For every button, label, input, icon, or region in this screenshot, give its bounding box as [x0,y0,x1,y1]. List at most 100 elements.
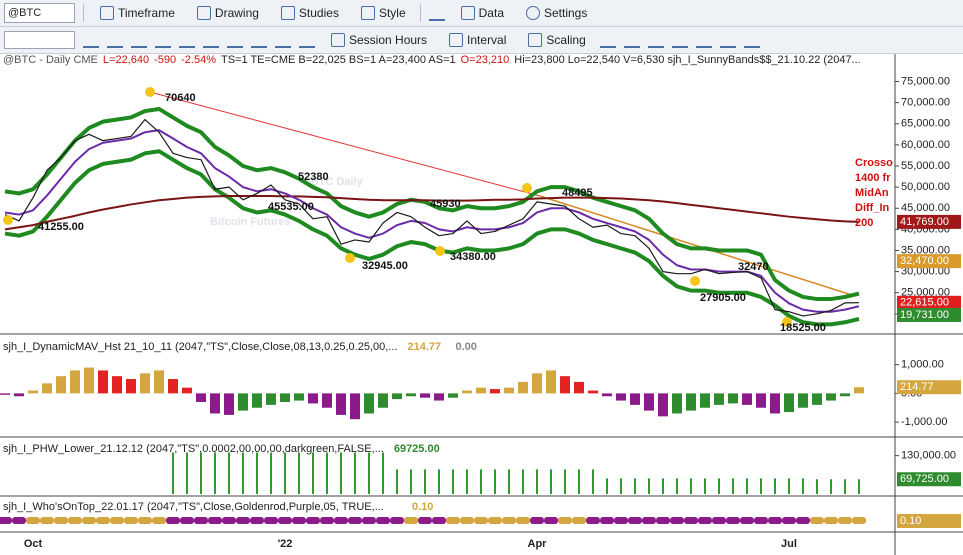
icon-button[interactable] [623,32,640,48]
ribbon-segment [852,517,866,524]
tool-button[interactable]: Interval [443,33,512,47]
histogram-bar [396,469,398,494]
menu-label: Studies [298,6,339,20]
histogram-bar [252,393,262,408]
x-tick-label: Apr [528,538,548,550]
icon-button[interactable] [275,32,291,48]
price-badge [897,472,961,487]
interval-box[interactable] [4,31,75,49]
tool-button[interactable]: Session Hours [325,33,433,47]
side-note: Crosso [855,157,893,169]
price-badge-label: 69,725.00 [900,473,949,485]
menu-button[interactable]: Drawing [191,6,265,20]
histogram-bar [280,393,290,402]
ribbon-segment [586,517,600,524]
price-badge [897,254,961,269]
ribbon-segment [810,517,824,524]
icon-button[interactable] [155,32,171,48]
icon-button[interactable] [107,32,123,48]
side-note: MidAn [855,187,889,199]
icon-button[interactable] [719,32,736,48]
menu-button[interactable]: Style [355,6,412,20]
y-tick-label: 50,000.00 [901,181,950,193]
ribbon-segment [502,517,516,524]
ribbon-segment [796,517,810,524]
ribbon-segment [0,517,12,524]
menu-label: Drawing [214,6,259,20]
ribbon-segment [376,517,390,524]
icon-button[interactable] [428,5,445,21]
pane-title: sjh_I_Who'sOnTop_22.01.17 (2047,"TS",Clo… [3,501,384,513]
ribbon-segment [474,517,488,524]
histogram-bar [854,387,864,394]
ribbon-segment [404,517,418,524]
pane-readout: 214.77 [407,341,441,353]
histogram-bar [406,393,416,397]
icon-button[interactable] [695,32,712,48]
histogram-bar [578,469,580,494]
menu-button[interactable]: Settings [520,6,593,20]
ribbon-segment [460,517,474,524]
histogram-bar [210,393,220,414]
histogram-bar [644,393,654,411]
ribbon-segment [838,517,852,524]
histogram-bar [298,452,300,494]
ribbon-segment [432,517,446,524]
histogram-bar [784,393,794,413]
histogram-bar [336,393,346,415]
menu-button[interactable]: Data [455,6,510,20]
histogram-bar [690,478,692,494]
histogram-bar [732,478,734,494]
signal-dot [3,215,13,225]
histogram-bar [354,452,356,494]
symbol-box[interactable]: @BTC [4,3,75,23]
histogram-bar [424,469,426,494]
x-tick-label: '22 [278,538,293,550]
histogram-bar [504,387,514,394]
ribbon-segment [250,517,264,524]
ribbon-segment [362,517,376,524]
icon-button[interactable] [179,32,195,48]
histogram-bar [172,452,174,494]
histogram-bar [756,393,766,408]
histogram-bar [140,373,150,394]
status-item: O=23,210 [461,54,510,66]
histogram-bar [126,379,136,394]
icon-button[interactable] [131,32,147,48]
menu-button[interactable]: Studies [275,6,345,20]
icon-button[interactable] [83,32,99,48]
price-badge-label: 32,470.00 [900,255,949,267]
icon-button[interactable] [647,32,664,48]
histogram-bar [266,393,276,405]
price-annotation: 45535.00 [268,201,314,213]
icon-button[interactable] [743,32,760,48]
status-item: TS=1 TE=CME B=22,025 BS=1 A=23,400 AS=1 [221,54,456,66]
histogram-bar [522,469,524,494]
ribbon-segment [166,517,180,524]
icon-button[interactable] [299,32,315,48]
price-badge [897,295,961,310]
menu-label: Settings [544,6,588,20]
histogram-bar [616,393,626,401]
icon-button[interactable] [251,32,267,48]
icon-button[interactable] [203,32,219,48]
ribbon-segment [824,517,838,524]
ribbon-segment [768,517,782,524]
histogram-bar [224,393,234,415]
menu-button[interactable]: Timeframe [94,6,181,20]
menu-label: Data [478,6,504,20]
histogram-bar [718,478,720,494]
price-badge [897,380,961,395]
ribbon-segment [292,517,306,524]
price-badge-label: 41,769.00 [900,216,949,228]
histogram-bar [256,452,258,494]
icon-button[interactable] [671,32,688,48]
trend-line [149,91,541,197]
tool-button[interactable]: Scaling [522,33,591,47]
histogram-bar [214,452,216,494]
icon-button[interactable] [227,32,243,48]
y-tick-label: 1,000.00 [901,359,944,371]
histogram-bar [658,393,668,417]
icon-button[interactable] [599,32,616,48]
x-tick-label: Oct [24,538,43,550]
